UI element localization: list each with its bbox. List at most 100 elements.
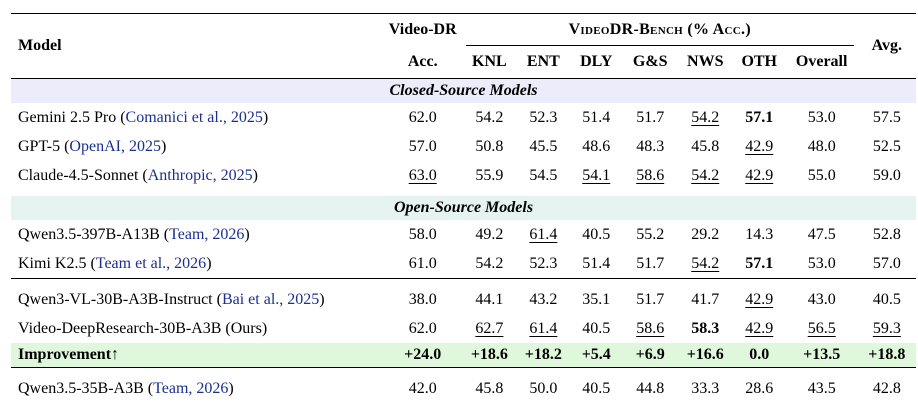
section-closed-label: Closed-Source Models bbox=[11, 78, 916, 103]
citation-link[interactable]: Anthropic, 2025 bbox=[147, 166, 253, 184]
model-name: Qwen3.5-397B-A13B (Team, 2026) bbox=[11, 220, 384, 249]
citation-link[interactable]: OpenAI, 2025 bbox=[69, 137, 161, 155]
cell-ent: 61.4 bbox=[529, 225, 558, 243]
cell-knl: 55.9 bbox=[475, 166, 504, 184]
cell-avg: 59.3 bbox=[872, 319, 901, 337]
cell-video-dr: 57.0 bbox=[408, 137, 437, 155]
impr-overall: +13.5 bbox=[785, 343, 858, 368]
table-row: Claude-4.5-Sonnet (Anthropic, 2025) 63.0… bbox=[11, 161, 916, 190]
cell-dly: 48.6 bbox=[582, 137, 611, 155]
impr-oth: 0.0 bbox=[732, 343, 786, 368]
citation-link[interactable]: Team et al., 2026 bbox=[95, 254, 207, 272]
header-col-overall: Overall bbox=[795, 53, 848, 70]
cell-avg: 40.5 bbox=[872, 290, 901, 308]
cell-nws: 29.2 bbox=[691, 225, 720, 243]
results-table: Model Video-DR VideoDR-Bench (% Acc.) Av… bbox=[11, 13, 916, 403]
model-name: Qwen3-VL-30B-A3B-Instruct (Bai et al., 2… bbox=[11, 285, 384, 314]
paren-close: ) bbox=[252, 166, 258, 184]
header-avg: Avg. bbox=[871, 37, 903, 54]
section-open-source: Open-Source Models bbox=[11, 196, 916, 220]
model-label: Qwen3.5-35B-A3B ( bbox=[18, 379, 154, 397]
cell-ent: 52.3 bbox=[529, 254, 558, 272]
cell-gs: 51.7 bbox=[636, 290, 665, 308]
results-table-container: Model Video-DR VideoDR-Bench (% Acc.) Av… bbox=[11, 13, 916, 403]
cell-nws: 45.8 bbox=[691, 137, 720, 155]
table-row: Video-DeepResearch-30B-A3B (Ours) 62.0 6… bbox=[11, 314, 916, 343]
citation-link[interactable]: Team, 2026 bbox=[153, 379, 229, 397]
model-label: Gemini 2.5 Pro ( bbox=[18, 108, 126, 126]
cell-knl: 50.8 bbox=[475, 137, 504, 155]
cell-oth: 42.9 bbox=[745, 137, 774, 155]
cell-oth: 57.1 bbox=[745, 254, 774, 272]
cell-gs: 48.3 bbox=[636, 137, 665, 155]
impr-nws: +16.6 bbox=[677, 343, 733, 368]
model-name: Kimi K2.5 (Team et al., 2026) bbox=[11, 249, 384, 279]
cell-nws: 54.2 bbox=[691, 108, 720, 126]
cell-knl: 54.2 bbox=[475, 254, 504, 272]
paren-close: ) bbox=[244, 225, 250, 243]
improvement-row: Improvement↑ +24.0 +18.6 +18.2 +5.4 +6.9… bbox=[11, 343, 916, 368]
improvement-label: Improvement↑ bbox=[11, 343, 384, 368]
cell-avg: 57.5 bbox=[872, 108, 901, 126]
cell-dly: 40.5 bbox=[582, 379, 611, 397]
cell-dly: 51.4 bbox=[582, 254, 611, 272]
model-label: Kimi K2.5 ( bbox=[18, 254, 96, 272]
divider bbox=[11, 278, 916, 285]
cell-gs: 51.7 bbox=[636, 108, 665, 126]
cell-oth: 57.1 bbox=[745, 108, 774, 126]
cell-oth: 14.3 bbox=[745, 225, 774, 243]
citation-link[interactable]: Comanici et al., 2025 bbox=[125, 108, 263, 126]
cell-ent: 45.5 bbox=[529, 137, 558, 155]
cell-knl: 62.7 bbox=[475, 319, 504, 337]
impr-gs: +6.9 bbox=[622, 343, 678, 368]
cell-oth: 42.9 bbox=[745, 166, 774, 184]
header-col-knl: KNL bbox=[472, 53, 507, 70]
cell-overall: 43.0 bbox=[807, 290, 836, 308]
cell-ent: 54.5 bbox=[529, 166, 558, 184]
cell-dly: 51.4 bbox=[582, 108, 611, 126]
impr-ent: +18.2 bbox=[516, 343, 570, 368]
header-row-2: Acc. KNL ENT DLY G&S NWS OTH Overall bbox=[11, 46, 916, 79]
cell-avg: 52.5 bbox=[872, 137, 901, 155]
model-label: Claude-4.5-Sonnet ( bbox=[18, 166, 148, 184]
model-name: Gemini 2.5 Pro (Comanici et al., 2025) bbox=[11, 103, 384, 132]
cell-knl: 49.2 bbox=[475, 225, 504, 243]
model-label: Qwen3.5-397B-A13B ( bbox=[18, 225, 170, 243]
divider bbox=[11, 367, 916, 374]
paren-close: ) bbox=[228, 379, 234, 397]
cell-dly: 40.5 bbox=[582, 225, 611, 243]
cell-video-dr: 63.0 bbox=[408, 166, 437, 184]
section-closed-source: Closed-Source Models bbox=[11, 78, 916, 103]
cell-avg: 57.0 bbox=[872, 254, 901, 272]
paren-close: ) bbox=[262, 108, 269, 126]
table-row: Qwen3.5-397B-A13B (Team, 2026) 58.0 49.2… bbox=[11, 220, 916, 249]
header-model: Model bbox=[18, 37, 62, 54]
table-row: Gemini 2.5 Pro (Comanici et al., 2025) 6… bbox=[11, 103, 916, 132]
cell-video-dr: 62.0 bbox=[408, 319, 437, 337]
model-name: Qwen3.5-35B-A3B (Team, 2026) bbox=[11, 374, 384, 403]
cell-oth: 42.9 bbox=[745, 290, 774, 308]
impr-dly: +5.4 bbox=[569, 343, 623, 368]
cell-ent: 43.2 bbox=[529, 290, 558, 308]
cell-video-dr: 62.0 bbox=[408, 108, 437, 126]
header-bench-title: VideoDR-Bench (% Acc.) bbox=[462, 14, 858, 47]
table-row: Qwen3.5-35B-A3B (Team, 2026) 42.0 45.8 5… bbox=[11, 374, 916, 403]
cell-ent: 50.0 bbox=[529, 379, 558, 397]
cell-ent: 61.4 bbox=[529, 319, 558, 337]
cell-overall: 55.0 bbox=[807, 166, 836, 184]
citation-link[interactable]: Team, 2026 bbox=[169, 225, 245, 243]
model-label: Qwen3-VL-30B-A3B-Instruct ( bbox=[18, 290, 222, 308]
cell-knl: 45.8 bbox=[475, 379, 504, 397]
table-row: Qwen3-VL-30B-A3B-Instruct (Bai et al., 2… bbox=[11, 285, 916, 314]
cell-overall: 53.0 bbox=[807, 254, 836, 272]
impr-video-dr: +24.0 bbox=[383, 343, 462, 368]
cell-oth: 42.9 bbox=[745, 319, 774, 337]
divider-row bbox=[11, 367, 916, 374]
cell-nws: 33.3 bbox=[691, 379, 720, 397]
citation-link[interactable]: Bai et al., 2025 bbox=[221, 290, 320, 308]
table-row: Kimi K2.5 (Team et al., 2026) 61.0 54.2 … bbox=[11, 249, 916, 279]
header-row-1: Model Video-DR VideoDR-Bench (% Acc.) Av… bbox=[11, 13, 916, 54]
cell-nws: 41.7 bbox=[691, 290, 720, 308]
cell-nws: 54.2 bbox=[691, 166, 720, 184]
cell-video-dr: 42.0 bbox=[408, 379, 437, 397]
